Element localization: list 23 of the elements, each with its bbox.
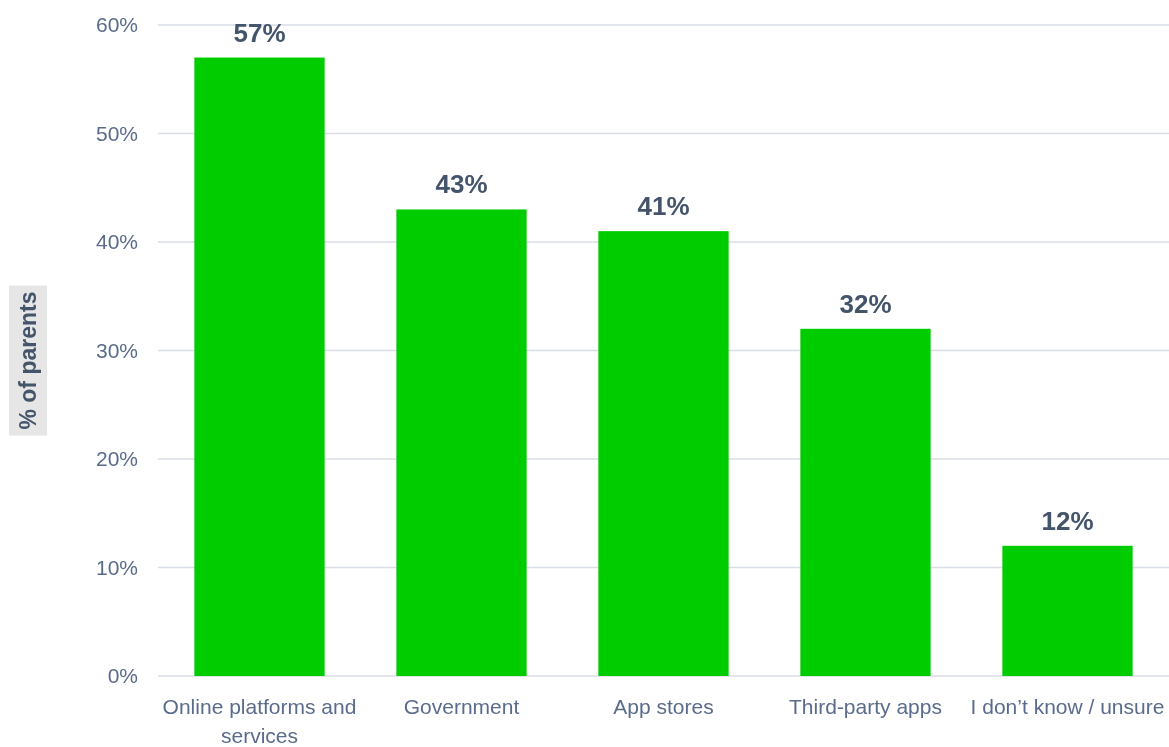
y-tick-label: 40% <box>95 230 138 254</box>
data-label: 41% <box>637 191 690 222</box>
bar <box>800 328 931 676</box>
y-tick-label: 20% <box>95 447 138 471</box>
bar <box>194 57 325 676</box>
bar <box>1002 545 1133 676</box>
data-label: 12% <box>1041 505 1094 536</box>
y-axis-title: % of parents <box>15 291 42 430</box>
x-tick-label: App stores <box>613 695 714 718</box>
x-tick-label: Third-party apps <box>789 695 942 718</box>
data-label: 43% <box>435 169 488 200</box>
y-tick-label: 30% <box>95 338 138 362</box>
data-label: 32% <box>839 288 892 319</box>
x-tick-label: I don’t know / unsure <box>970 695 1165 718</box>
y-tick-label: 60% <box>95 13 138 37</box>
y-tick-label: 0% <box>107 664 138 688</box>
bar <box>396 209 527 676</box>
y-tick-label: 50% <box>95 121 138 145</box>
data-label: 57% <box>233 17 286 48</box>
x-tick-label: Government <box>403 695 520 718</box>
bar <box>598 231 729 676</box>
x-tick-label: Online platforms and services <box>162 695 357 747</box>
y-tick-label: 10% <box>95 555 138 579</box>
